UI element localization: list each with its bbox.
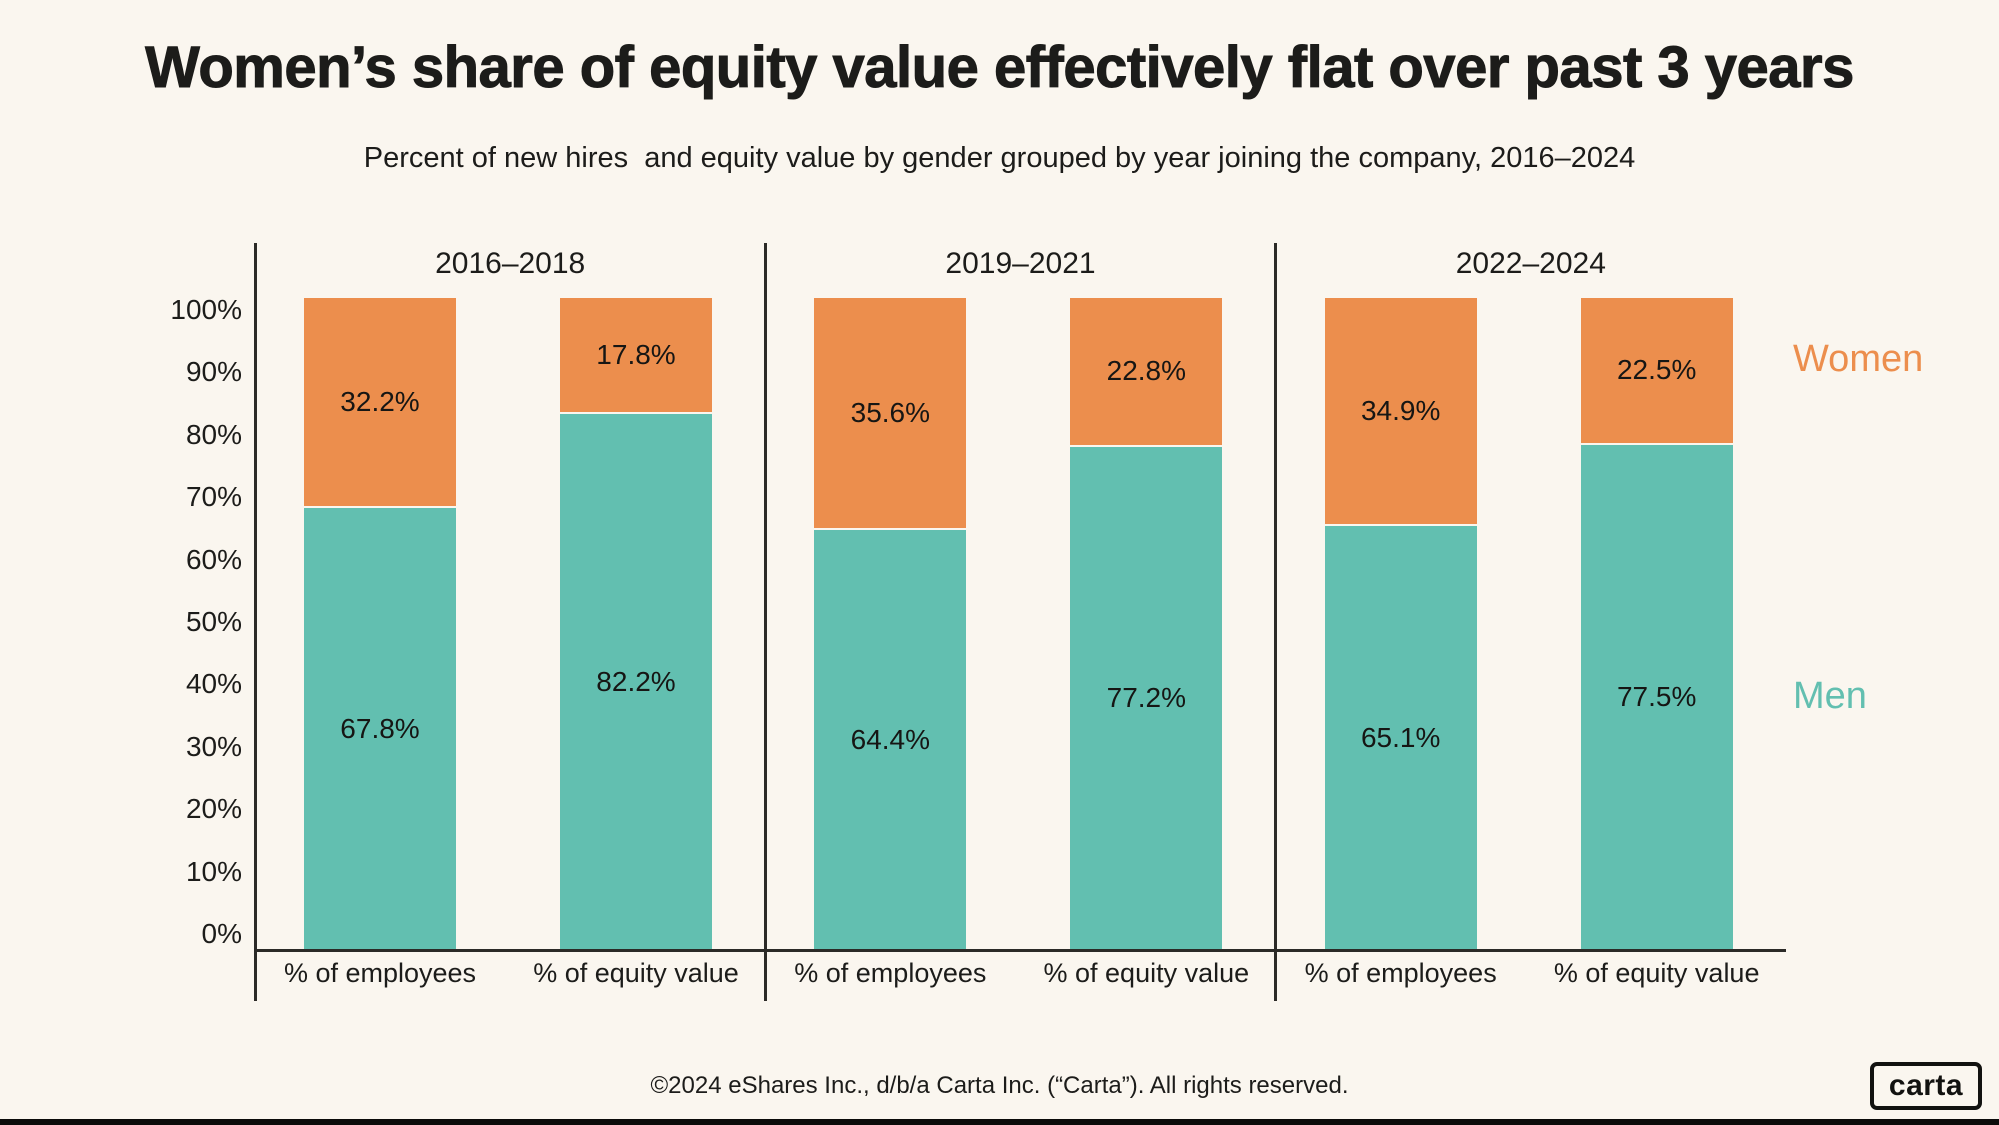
y-axis-tick-label: 10% <box>185 855 242 887</box>
bar-category-label: % of employees <box>1304 958 1497 988</box>
bar-segment-men: 82.2% <box>560 414 712 950</box>
group-divider-line <box>1274 243 1278 1001</box>
women-value-label: 22.8% <box>1106 355 1187 387</box>
men-value-label: 64.4% <box>850 724 931 756</box>
group-divider-line <box>763 243 767 1001</box>
bar-category-label: % of employees <box>794 958 987 988</box>
women-value-label: 35.6% <box>850 397 931 429</box>
bar-segment-men: 77.5% <box>1580 444 1733 950</box>
men-value-label: 82.2% <box>596 666 676 698</box>
women-value-label: 17.8% <box>596 339 676 371</box>
bar-category-label: % of equity value <box>533 958 739 988</box>
bar-segment-men: 67.8% <box>304 507 456 950</box>
men-value-label: 65.1% <box>1360 721 1441 753</box>
y-axis-spine <box>253 243 257 1001</box>
bar-segment-women: 35.6% <box>814 298 967 531</box>
stacked-bar: 34.9% 65.1% <box>1324 298 1477 950</box>
bar-category-label: % of equity value <box>1043 958 1250 988</box>
page-title: Women’s share of equity value effectivel… <box>145 35 1855 101</box>
group-header: 2022–2024 <box>1455 247 1606 280</box>
group-header: 2019–2021 <box>945 247 1096 280</box>
y-axis-tick-label: 40% <box>185 668 242 700</box>
copyright-text: ©2024 eShares Inc., d/b/a Carta Inc. (“C… <box>650 1072 1349 1099</box>
women-value-label: 32.2% <box>340 385 420 417</box>
bar-segment-women: 22.5% <box>1580 298 1733 445</box>
carta-logo-text: carta <box>1888 1069 1964 1102</box>
bottom-edge-bar <box>0 1119 1999 1125</box>
bar-segment-men: 65.1% <box>1324 525 1477 950</box>
bar-category-label: % of equity value <box>1553 958 1760 988</box>
y-axis-tick-label: 30% <box>185 730 242 762</box>
y-axis-tick-label: 70% <box>185 481 242 513</box>
bar-segment-women: 34.9% <box>1324 298 1477 526</box>
stacked-bar: 17.8% 82.2% <box>560 298 712 950</box>
bar-segment-men: 77.2% <box>1070 446 1223 950</box>
bar-segment-women: 32.2% <box>304 298 456 508</box>
legend-label-men: Men <box>1793 675 1867 717</box>
men-value-label: 77.5% <box>1616 681 1697 713</box>
x-axis-line <box>255 949 1786 952</box>
women-value-label: 22.5% <box>1616 354 1697 386</box>
carta-logo: carta <box>1870 1062 1982 1110</box>
stacked-bar: 22.5% 77.5% <box>1580 298 1733 950</box>
y-axis-tick-label: 90% <box>185 356 242 388</box>
y-axis-tick-label: 80% <box>185 418 242 450</box>
group-header: 2016–2018 <box>435 247 586 280</box>
bar-segment-women: 22.8% <box>1070 298 1223 447</box>
bar-segment-women: 17.8% <box>560 298 712 415</box>
women-value-label: 34.9% <box>1360 394 1441 426</box>
y-axis-tick-label: 100% <box>170 294 242 325</box>
men-value-label: 77.2% <box>1106 682 1187 714</box>
y-axis-tick-label: 0% <box>201 918 242 949</box>
stacked-bar: 35.6% 64.4% <box>814 298 967 950</box>
y-axis-tick-label: 60% <box>185 543 242 575</box>
y-axis-tick-label: 20% <box>185 793 242 825</box>
stacked-bar: 32.2% 67.8% <box>304 298 456 950</box>
bar-segment-men: 64.4% <box>814 530 967 950</box>
stacked-bar: 22.8% 77.2% <box>1070 298 1223 950</box>
y-axis-tick-label: 50% <box>185 606 242 637</box>
men-value-label: 67.8% <box>340 712 420 744</box>
page-subtitle: Percent of new hires and equity value by… <box>363 142 1636 174</box>
bar-category-label: % of employees <box>283 958 477 988</box>
legend-label-women: Women <box>1793 338 1924 380</box>
